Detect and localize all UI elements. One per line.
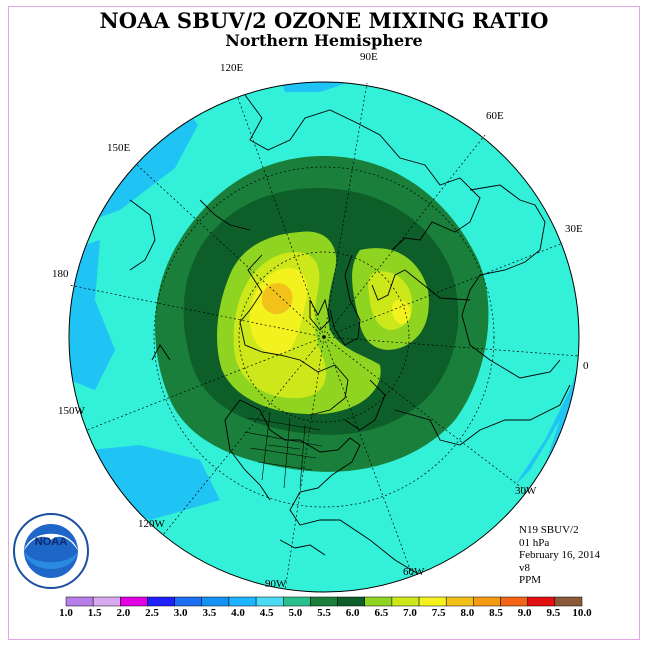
lon-label-60w: 60W bbox=[403, 566, 425, 578]
colorbar-tick-label: 7.0 bbox=[403, 607, 417, 619]
state-borders bbox=[243, 411, 323, 489]
info-date: February 16, 2014 bbox=[519, 549, 600, 561]
colorbar-tick-label: 4.0 bbox=[231, 607, 245, 619]
colorbar-tick-label: 3.5 bbox=[202, 607, 217, 619]
latitude-circle-70 bbox=[238, 251, 410, 423]
meridian-120e bbox=[237, 97, 325, 338]
info-units: PPM bbox=[519, 574, 542, 586]
lon-label-30e: 30E bbox=[565, 223, 583, 235]
meridian-30w bbox=[323, 336, 527, 492]
lon-label-120w: 120W bbox=[138, 518, 165, 530]
map-subtitle: Northern Hemisphere bbox=[225, 31, 423, 50]
figure-frame bbox=[8, 6, 640, 640]
colorbar-tick-label: 8.5 bbox=[489, 607, 503, 619]
graticule bbox=[68, 82, 580, 591]
lon-label-90w: 90W bbox=[265, 578, 287, 590]
map-title: NOAA SBUV/2 OZONE MIXING RATIO bbox=[99, 8, 549, 33]
meridian-90w bbox=[284, 336, 325, 591]
colorbar-tick-label: 5.5 bbox=[317, 607, 331, 619]
colorbar-tick-label: 4.5 bbox=[259, 607, 274, 619]
colorbar-tick-label: 1.0 bbox=[59, 607, 73, 619]
map-boundary bbox=[68, 81, 580, 593]
noaa-logo-text: NOAA bbox=[35, 536, 67, 548]
lon-label-180: 180 bbox=[52, 268, 69, 280]
contour-7-0-east bbox=[391, 300, 411, 324]
noaa-logo: NOAA bbox=[13, 513, 89, 589]
lon-label-60e: 60E bbox=[486, 110, 504, 122]
info-instrument: N19 SBUV/2 bbox=[519, 524, 579, 536]
latitude-circle-40 bbox=[153, 166, 495, 508]
colorbar-tick-label: 1.5 bbox=[87, 607, 102, 619]
colorbar-tick-label: 3.0 bbox=[173, 607, 188, 619]
lon-label-90e: 90E bbox=[360, 51, 378, 63]
blue-region-west bbox=[70, 240, 115, 390]
meridian-60w bbox=[323, 336, 414, 578]
lon-label-150w: 150W bbox=[58, 405, 85, 417]
lon-label-30w: 30W bbox=[515, 485, 537, 497]
colorbar-tick-label: 9.5 bbox=[546, 607, 561, 619]
colorbar-tick-label: 10.0 bbox=[572, 607, 592, 619]
meridian-150e bbox=[135, 163, 325, 338]
lon-label-120e: 120E bbox=[220, 62, 244, 74]
colorbar-tick-label: 2.5 bbox=[145, 607, 159, 619]
info-block: N19 SBUV/2 01 hPa February 16, 2014 v8 P… bbox=[519, 524, 600, 587]
info-level: 01 hPa bbox=[519, 536, 550, 549]
meridian-0 bbox=[323, 336, 580, 357]
lon-label-150e: 150E bbox=[107, 142, 131, 154]
meridian-120w bbox=[162, 336, 325, 536]
colorbar-tick-label: 6.0 bbox=[345, 607, 360, 619]
colorbar-tick-label: 9.0 bbox=[517, 607, 532, 619]
info-version: v8 bbox=[519, 561, 530, 574]
colorbar-tick-label: 7.5 bbox=[431, 607, 446, 619]
meridian-180 bbox=[68, 284, 325, 338]
contour-7-5-max bbox=[261, 283, 293, 315]
meridian-150w bbox=[86, 336, 325, 431]
colorbar-tick-label: 2.0 bbox=[116, 607, 131, 619]
blue-region-top bbox=[280, 82, 350, 92]
colorbar-tick-label: 6.5 bbox=[374, 607, 389, 619]
colorbar-tick-label: 8.0 bbox=[460, 607, 475, 619]
colorbar-tick-label: 5.0 bbox=[288, 607, 303, 619]
lon-label-0: 0 bbox=[583, 360, 589, 372]
